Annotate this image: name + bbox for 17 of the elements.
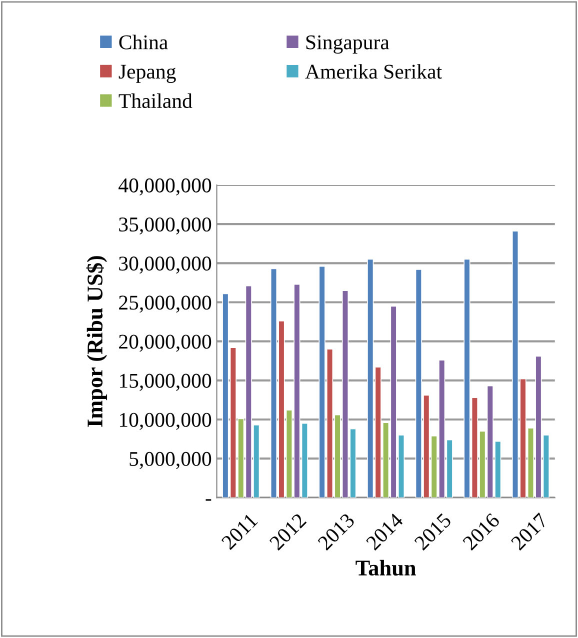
y-tick-label: 20,000,000 (119, 334, 212, 352)
legend-label: China (119, 34, 168, 50)
legend-label: Thailand (118, 93, 192, 108)
legend-label: Singapura (306, 35, 390, 54)
legend-label: Amerika Serikat (305, 64, 442, 79)
y-tick-label: 40,000,000 (118, 178, 212, 196)
y-tick-label: 30,000,000 (119, 256, 212, 274)
y-axis-title: Impor (Ribu US$) (86, 256, 108, 427)
y-tick-label: 15,000,000 (120, 374, 212, 391)
legend-label: Jepang (118, 64, 176, 83)
y-tick-label: 5,000,000 (130, 452, 212, 469)
y-tick-label: 25,000,000 (119, 296, 212, 313)
x-axis-title: Tahun (356, 560, 416, 576)
x-tick-label: 2011 (220, 512, 258, 550)
y-tick-label: - (206, 499, 212, 501)
y-tick-label: 35,000,000 (119, 217, 212, 235)
y-tick-label: 10,000,000 (120, 412, 212, 430)
